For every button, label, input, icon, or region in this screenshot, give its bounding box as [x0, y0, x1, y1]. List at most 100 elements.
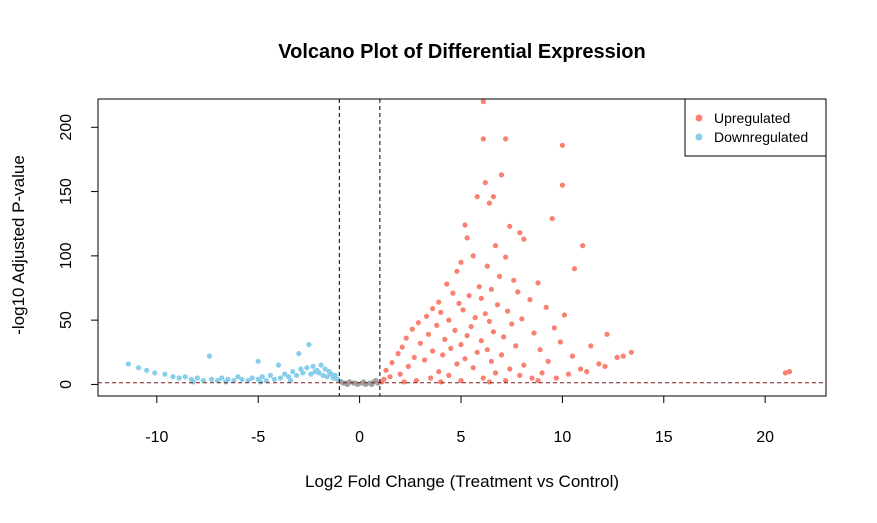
upregulated-point-8	[490, 194, 496, 200]
upregulated-point-112	[413, 378, 419, 384]
y-tick-label: 50	[58, 311, 75, 329]
upregulated-point-44	[561, 312, 568, 318]
upregulated-point-109	[584, 369, 590, 375]
upregulated-point-35	[436, 299, 442, 305]
legend-marker-downregulated	[695, 133, 703, 141]
upregulated-point-0	[480, 99, 486, 105]
upregulated-point-49	[486, 318, 492, 324]
upregulated-point-28	[476, 284, 482, 290]
downregulated-point-12	[209, 376, 215, 382]
upregulated-point-84	[614, 354, 620, 360]
upregulated-point-1	[480, 136, 486, 142]
upregulated-point-114	[503, 378, 509, 384]
upregulated-point-78	[395, 351, 401, 357]
upregulated-point-45	[423, 313, 430, 319]
nonsignificant-point-12	[352, 380, 359, 386]
upregulated-point-85	[421, 357, 428, 363]
upregulated-point-40	[460, 307, 466, 313]
x-tick-label: 10	[553, 429, 571, 446]
upregulated-point-46	[472, 315, 478, 321]
upregulated-point-9	[486, 200, 492, 206]
upregulated-point-51	[509, 321, 515, 327]
upregulated-point-86	[488, 358, 494, 364]
downregulated-point-1	[136, 365, 142, 371]
upregulated-point-65	[478, 338, 484, 344]
downregulated-point-36	[304, 365, 310, 371]
downregulated-point-2	[144, 367, 150, 373]
downregulated-point-46	[324, 374, 330, 380]
upregulated-point-36	[456, 300, 462, 306]
downregulated-point-6	[176, 375, 182, 381]
upregulated-point-117	[401, 379, 407, 385]
upregulated-point-41	[505, 308, 511, 314]
upregulated-point-10	[549, 216, 555, 222]
legend-label-upregulated: Upregulated	[714, 110, 790, 126]
upregulated-point-68	[458, 342, 464, 348]
upregulated-point-57	[490, 329, 496, 335]
upregulated-point-113	[458, 378, 464, 384]
downregulated-point-4	[162, 371, 168, 377]
legend-label-downregulated: Downregulated	[714, 129, 808, 145]
downregulated-point-44	[320, 372, 326, 378]
downregulated-point-20	[249, 375, 255, 381]
x-axis: -10 -5 0 5 10 15 20	[145, 395, 774, 446]
y-tick-label: 200	[58, 114, 75, 141]
downregulated-point-54	[257, 379, 263, 385]
upregulated-point-23	[454, 268, 460, 274]
upregulated-point-76	[474, 349, 480, 355]
upregulated-point-73	[484, 347, 490, 353]
upregulated-point-3	[559, 142, 566, 148]
downregulated-point-32	[294, 372, 300, 378]
downregulated-point-55	[288, 378, 294, 384]
downregulated-point-38	[308, 371, 314, 377]
downregulated-point-33	[296, 351, 302, 357]
downregulated-point-24	[263, 378, 269, 384]
upregulated-point-66	[557, 339, 564, 345]
downregulated-point-26	[271, 376, 277, 382]
upregulated-point-87	[545, 358, 551, 364]
downregulated-point-17	[235, 374, 241, 380]
upregulated-point-43	[482, 311, 488, 317]
upregulated-point-96	[383, 367, 389, 373]
downregulated-point-45	[322, 366, 328, 372]
upregulated-point-75	[430, 348, 436, 354]
upregulated-point-12	[517, 230, 523, 236]
legend-box	[684, 98, 827, 157]
upregulated-point-104	[565, 371, 572, 377]
upregulated-point-20	[484, 263, 490, 269]
upregulated-point-52	[434, 322, 440, 328]
downregulated-point-43	[318, 362, 324, 368]
y-tick-label: 0	[58, 380, 75, 389]
upregulated-point-82	[411, 354, 417, 360]
upregulated-point-39	[430, 306, 436, 312]
upregulated-point-4	[498, 172, 505, 178]
downregulated-point-3	[152, 370, 158, 376]
upregulated-point-59	[425, 331, 432, 337]
upregulated-point-77	[628, 349, 634, 355]
upregulated-point-32	[466, 293, 472, 299]
upregulated-point-60	[464, 333, 470, 339]
x-tick-label: -10	[145, 429, 168, 446]
upregulated-point-95	[578, 366, 584, 372]
upregulated-point-53	[468, 324, 474, 330]
downregulated-point-52	[190, 379, 196, 385]
downregulated-point-25	[267, 372, 273, 378]
upregulated-point-37	[494, 302, 501, 308]
upregulated-point-119	[486, 379, 492, 385]
upregulated-point-56	[452, 327, 458, 333]
data-points	[125, 99, 793, 387]
upregulated-point-6	[559, 182, 566, 188]
downregulated-point-34	[298, 366, 304, 372]
downregulated-point-9	[194, 375, 200, 381]
downregulated-point-30	[286, 374, 292, 380]
x-tick-label: 15	[655, 429, 673, 446]
upregulated-point-25	[511, 277, 517, 283]
x-tick-label: 20	[756, 429, 774, 446]
upregulated-point-58	[531, 330, 537, 336]
chart-title: Volcano Plot of Differential Expression	[278, 41, 645, 63]
upregulated-point-121	[782, 370, 789, 376]
upregulated-point-15	[521, 236, 527, 242]
upregulated-point-106	[428, 375, 434, 381]
